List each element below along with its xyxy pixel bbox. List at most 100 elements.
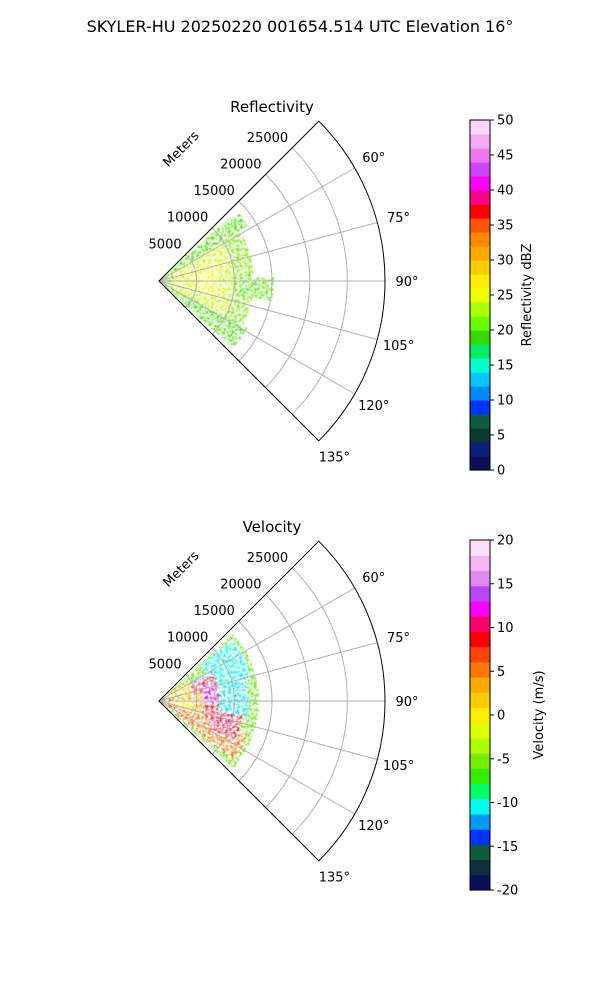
colorbar-segment <box>470 134 490 149</box>
colorbar-tick-label: 10 <box>497 394 514 409</box>
range-tick-label: 5000 <box>149 657 182 672</box>
colorbar-tick-label: 15 <box>497 359 514 374</box>
azimuth-tick-label: 60° <box>362 571 385 586</box>
colorbar-segment <box>470 661 490 678</box>
colorbar-tick-label: 40 <box>497 184 514 199</box>
echo-region-5 <box>181 295 248 348</box>
colorbar-segment <box>470 204 490 219</box>
colorbar-segment <box>470 274 490 289</box>
colorbar-segment <box>470 232 490 247</box>
velocity-colorbar: -20 -15 -10 -5 0 5 10 15 20 Velocity (m/s) <box>469 534 547 899</box>
range-tick-label: 25000 <box>247 131 288 146</box>
colorbar-segment <box>470 844 490 861</box>
azimuth-spoke <box>158 222 378 282</box>
echo-region-4 <box>174 213 249 271</box>
velocity-azimuth-ticks: 60° 75° 90° 105° 120° 135° <box>319 571 419 885</box>
colorbar-segment <box>470 442 490 457</box>
colorbar-tick-label: -10 <box>497 796 518 811</box>
colorbar-segment <box>470 570 490 587</box>
colorbar-tick-label: 20 <box>497 534 514 549</box>
colorbar-segment <box>470 600 490 617</box>
colorbar-segment <box>470 753 490 769</box>
azimuth-tick-label: 105° <box>383 339 414 354</box>
azimuth-tick-label: 120° <box>358 399 389 414</box>
velocity-panel: Velocity 5000 10000 15000 20000 25000 60° 75°… <box>149 518 547 899</box>
range-tick-label: 5000 <box>149 237 182 252</box>
colorbar-segment <box>470 148 490 163</box>
colorbar-tick-label: 0 <box>497 464 505 479</box>
colorbar-segment <box>470 260 490 275</box>
colorbar-segment <box>470 616 490 632</box>
colorbar-segment <box>470 585 490 602</box>
azimuth-spoke <box>158 280 378 340</box>
colorbar-segment <box>470 737 490 754</box>
azimuth-tick-label: 60° <box>362 151 385 166</box>
reflectivity-azimuth-ticks: 60° 75° 90° 105° 120° 135° <box>319 151 419 465</box>
velocity-region-7 <box>201 681 217 707</box>
colorbar-segment <box>470 372 490 387</box>
colorbar-tick-label: -20 <box>497 884 518 899</box>
colorbar-segment <box>470 874 490 891</box>
colorbar-segment <box>470 414 490 429</box>
colorbar-tick-label: 5 <box>497 665 505 680</box>
colorbar-segment <box>470 859 490 876</box>
colorbar-segment <box>470 428 490 443</box>
colorbar-segment <box>470 768 490 785</box>
range-tick-label: 10000 <box>167 631 208 646</box>
velocity-colorbar-ticks: -20 -15 -10 -5 0 5 10 15 20 <box>490 534 518 899</box>
colorbar-segment <box>470 813 490 830</box>
colorbar-segment <box>470 246 490 261</box>
colorbar-segment <box>470 676 490 693</box>
colorbar-segment <box>470 386 490 401</box>
colorbar-segment <box>470 555 490 572</box>
colorbar-segment <box>470 707 490 724</box>
reflectivity-panel: Reflectivity 5000 10000 15000 20000 25000 60… <box>149 98 535 479</box>
colorbar-segment <box>470 783 490 800</box>
colorbar-tick-label: -5 <box>497 752 510 767</box>
velocity-range-ticks: 5000 10000 15000 20000 25000 <box>149 551 289 673</box>
colorbar-segment <box>470 218 490 233</box>
colorbar-segment <box>470 330 490 345</box>
reflectivity-colorbar-label: Reflectivity dBZ <box>520 244 535 347</box>
reflectivity-colorbar: 0 5 10 15 20 25 30 35 40 45 50 Reflectivity dBZ <box>469 114 535 479</box>
colorbar-segment <box>470 540 490 556</box>
colorbar-segment <box>470 400 490 415</box>
colorbar-segment <box>470 302 490 317</box>
colorbar-segment <box>470 288 490 303</box>
reflectivity-polar-grid <box>158 120 386 442</box>
reflectivity-range-ticks: 5000 10000 15000 20000 25000 <box>149 131 289 253</box>
colorbar-tick-label: -15 <box>497 840 518 855</box>
azimuth-tick-label: 120° <box>358 819 389 834</box>
colorbar-segment <box>470 646 490 663</box>
azimuth-tick-label: 105° <box>383 759 414 774</box>
reflectivity-colorbar-ticks: 0 5 10 15 20 25 30 35 40 45 50 <box>490 114 514 479</box>
colorbar-tick-label: 25 <box>497 289 514 304</box>
colorbar-segment <box>470 692 490 708</box>
range-tick-label: 15000 <box>194 184 235 199</box>
colorbar-tick-label: 5 <box>497 429 505 444</box>
colorbar-segment <box>470 722 490 739</box>
colorbar-tick-label: 20 <box>497 324 514 339</box>
colorbar-segment <box>470 456 490 471</box>
velocity-region-2 <box>212 677 250 717</box>
echo-region-3 <box>163 277 204 289</box>
velocity-polar-grid <box>158 540 386 862</box>
azimuth-spoke <box>158 280 355 395</box>
colorbar-tick-label: 10 <box>497 621 514 636</box>
azimuth-spoke <box>158 167 355 282</box>
velocity-region-9 <box>207 710 243 741</box>
colorbar-tick-label: 35 <box>497 219 514 234</box>
azimuth-tick-label: 90° <box>395 695 418 710</box>
reflectivity-radial-label: Meters <box>161 128 203 170</box>
range-tick-label: 15000 <box>194 604 235 619</box>
range-tick-label: 25000 <box>247 551 288 566</box>
azimuth-tick-label: 135° <box>319 450 350 465</box>
azimuth-spoke <box>158 587 355 702</box>
colorbar-tick-label: 50 <box>497 114 514 129</box>
colorbar-segment <box>470 316 490 331</box>
velocity-radial-label: Meters <box>161 548 203 590</box>
azimuth-tick-label: 75° <box>387 211 410 226</box>
colorbar-tick-label: 15 <box>497 577 514 592</box>
colorbar-segment <box>470 798 490 815</box>
